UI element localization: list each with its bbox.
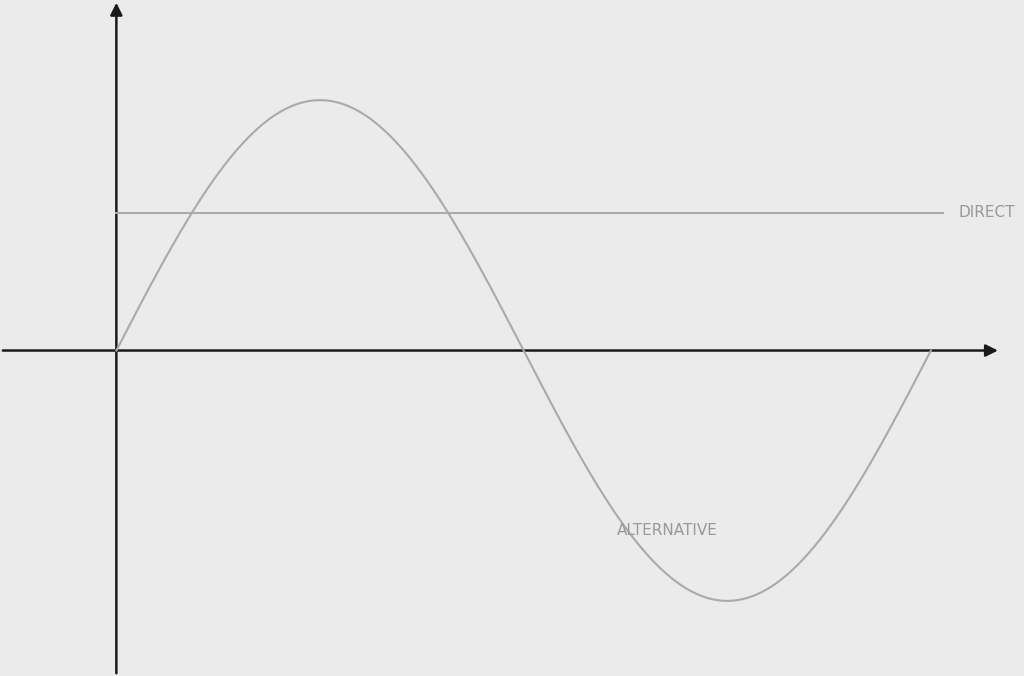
Text: ALTERNATIVE: ALTERNATIVE bbox=[616, 523, 718, 538]
Text: DIRECT: DIRECT bbox=[958, 206, 1016, 220]
